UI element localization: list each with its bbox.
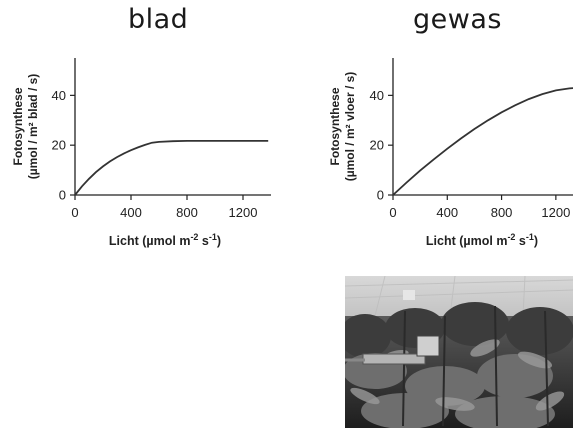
y-tick-label: 0	[377, 188, 384, 203]
x-tick-label: 800	[491, 205, 513, 220]
y-axis-title-line1: Fotosynthese	[328, 87, 342, 165]
y-tick-label: 40	[370, 88, 384, 103]
series-line	[392, 87, 573, 196]
y-axis-title: Fotosynthese (µmol / m² blad / s)	[11, 74, 40, 180]
y-axis-title-line1: Fotosynthese	[11, 87, 25, 165]
x-tick-label: 0	[71, 205, 78, 220]
y-tick-label: 20	[52, 138, 66, 153]
x-axis-title: Licht (µmol m-2 s-1)	[426, 232, 538, 248]
x-tick-label: 800	[176, 205, 198, 220]
x-tick-label: 1200	[541, 205, 570, 220]
y-axis-title: Fotosynthese (µmol / m² vloer / s)	[328, 72, 357, 182]
x-tick-label: 0	[389, 205, 396, 220]
y-tick-label: 40	[52, 88, 66, 103]
left-panel-title: blad	[128, 4, 189, 35]
x-tick-label: 400	[436, 205, 458, 220]
greenhouse-photo	[345, 276, 573, 428]
y-axis-title-line2: (µmol / m² vloer / s)	[343, 72, 357, 182]
x-tick-label: 1200	[229, 205, 258, 220]
y-tick-label: 20	[370, 138, 384, 153]
x-axis-title: Licht (µmol m-2 s-1)	[109, 232, 221, 248]
greenhouse-crop-photo-icon	[345, 276, 573, 428]
right-panel-title: gewas	[413, 4, 502, 35]
series-line	[74, 140, 269, 196]
x-tick-label: 400	[120, 205, 142, 220]
y-tick-label: 0	[59, 188, 66, 203]
y-axis-title-line2: (µmol / m² blad / s)	[26, 74, 40, 180]
